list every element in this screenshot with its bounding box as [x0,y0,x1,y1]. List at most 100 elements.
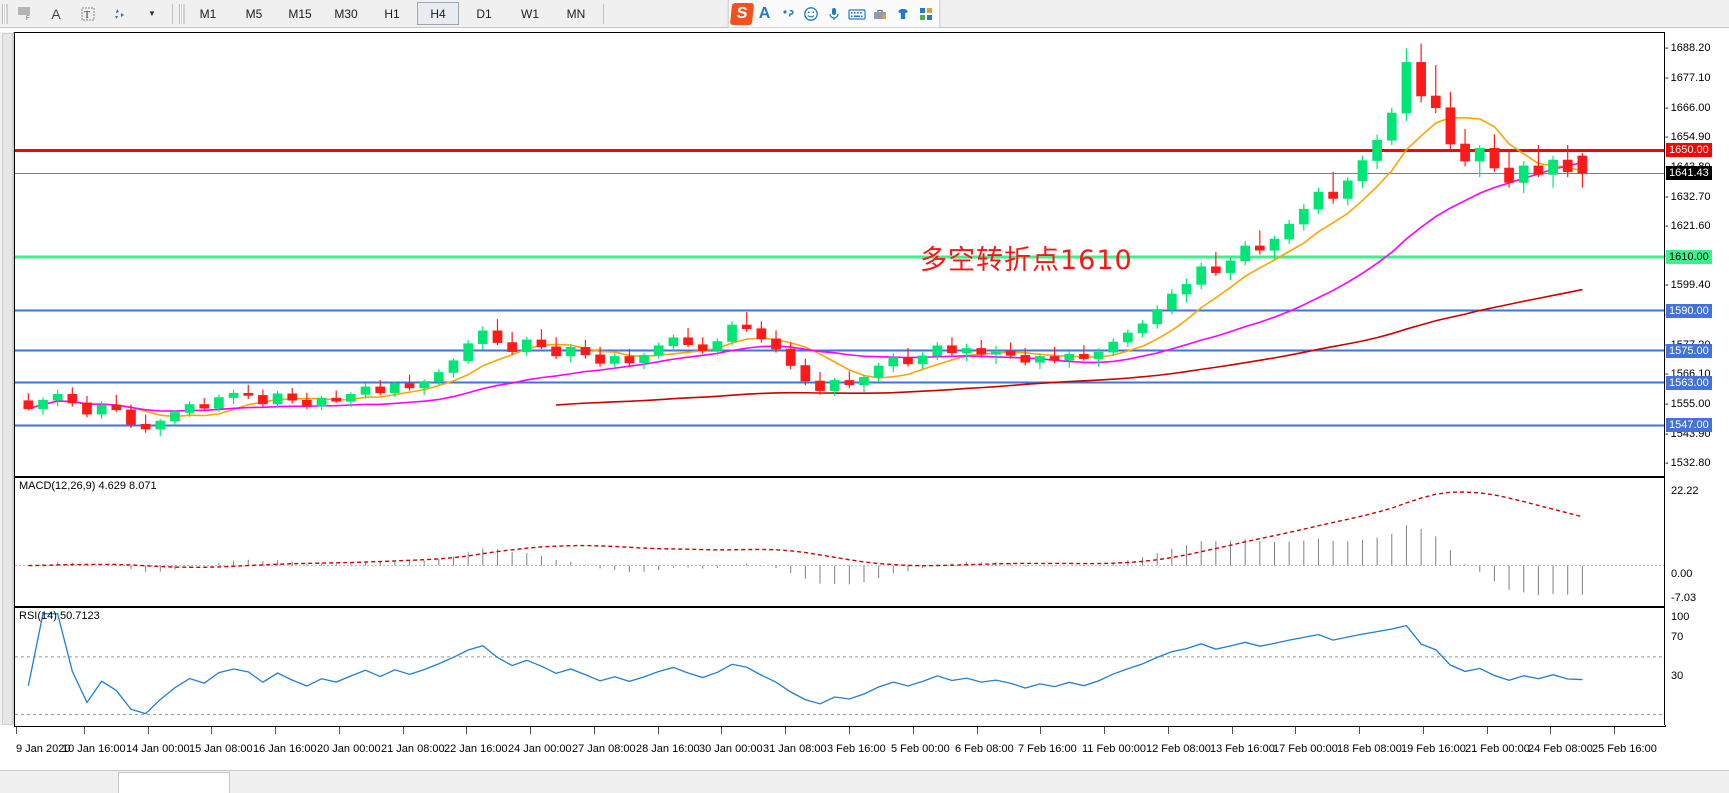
time-tick [1040,727,1041,734]
time-tick [1359,727,1360,734]
macd-pane[interactable]: MACD(12,26,9) 4.629 8.071 [14,477,1666,607]
macd-tick: 0.00 [1671,568,1693,580]
time-label: 15 Jan 08:00 [189,743,253,755]
time-tick [1487,727,1488,734]
time-label: 24 Jan 00:00 [508,743,572,755]
emoji-icon[interactable] [799,2,822,25]
svg-text:T: T [84,10,90,21]
toolbox-icon[interactable] [868,2,891,25]
price-tick: -1632.70 [1665,190,1711,203]
time-tick [1104,727,1105,734]
time-tick [1614,727,1615,734]
timeframe-h4[interactable]: H4 [417,2,459,25]
price-tick: -1666.00 [1665,101,1711,114]
time-tick [785,727,786,734]
macd-tick: -7.03 [1671,592,1697,604]
timeframe-grip[interactable] [179,3,185,24]
time-tick [849,727,850,734]
price-tick: -1677.10 [1665,72,1711,85]
menu-grid-icon[interactable] [914,2,937,25]
price-scale[interactable]: -1688.20-1677.10-1666.00-1654.90-1643.80… [1664,32,1729,725]
status-tab[interactable] [118,772,230,793]
price-chart-pane[interactable]: 多空转折点1610 [14,32,1666,477]
time-label: 30 Jan 00:00 [699,743,763,755]
price-tag-1575.00: 1575.00 [1666,343,1712,358]
time-tick [148,727,149,734]
time-tick [977,727,978,734]
rsi-tick: 30 [1671,670,1684,682]
vertical-scroll-thumb[interactable] [2,33,13,725]
price-tick: -1688.20 [1665,42,1711,55]
text-label-icon[interactable]: T [73,2,103,26]
time-label: 19 Feb 16:00 [1401,743,1466,755]
timeframe-w1[interactable]: W1 [521,6,539,21]
time-tick [1295,727,1296,734]
price-tag-1641.43: 1641.43 [1666,166,1712,181]
sogou-logo-icon[interactable]: S [729,2,755,25]
time-tick [1423,727,1424,734]
time-label: 10 Jan 16:00 [62,743,126,755]
timeframe-m30[interactable]: M30 [334,6,358,21]
time-label: 18 Feb 08:00 [1337,743,1402,755]
punctuation-icon[interactable] [776,2,799,25]
microphone-icon[interactable] [822,2,845,25]
vertical-scroll-rail[interactable] [0,32,14,725]
crosshair-f-icon[interactable]: F [9,2,39,26]
time-label: 16 Jan 16:00 [253,743,317,755]
price-tag-1650.00: 1650.00 [1666,143,1712,158]
time-label: 21 Jan 08:00 [381,743,445,755]
timeframe-m1[interactable]: M1 [199,6,217,21]
skin-icon[interactable] [891,2,914,25]
price-tick: -1654.90 [1665,131,1711,144]
time-scale[interactable]: 9 Jan 2020 10 Jan 16:00 14 Jan 00:00 15 Jan… [14,726,1664,767]
price-tag-1590.00: 1590.00 [1666,303,1712,318]
objects-icon[interactable] [105,2,135,26]
input-mode-a-icon[interactable]: A [758,4,771,22]
timeframe-m15[interactable]: M15 [288,6,312,21]
time-label: 13 Feb 16:00 [1210,743,1275,755]
time-label: 27 Jan 08:00 [572,743,636,755]
text-a-icon[interactable]: A [51,5,61,22]
time-tick [1232,727,1233,734]
time-label: 3 Feb 16:00 [827,743,886,755]
time-tick [466,727,467,734]
time-label: 11 Feb 00:00 [1082,743,1147,755]
time-label: 21 Feb 00:00 [1465,743,1530,755]
time-tick [913,727,914,734]
toolbar-separator-2 [603,3,604,24]
timeframe-group: M1 M5 M15 M30 H1 H4 D1 W1 MN [185,2,599,25]
macd-tick: 22.22 [1671,485,1699,497]
time-label: 7 Feb 16:00 [1018,743,1077,755]
dropdown-arrow-icon[interactable]: ▼ [148,9,156,18]
price-tick: -1599.40 [1665,279,1711,292]
time-tick [594,727,595,734]
price-tick: -1621.60 [1665,220,1711,233]
status-bar [0,770,1729,793]
time-tick [1168,727,1169,734]
time-label: 6 Feb 08:00 [955,743,1014,755]
toolbar-separator [172,3,173,24]
price-tag-1547.00: 1547.00 [1666,418,1712,433]
timeframe-d1[interactable]: D1 [476,6,492,21]
soft-keyboard-icon[interactable] [845,2,868,25]
time-label: 28 Jan 16:00 [636,743,700,755]
timeframe-m5[interactable]: M5 [245,6,263,21]
time-label: 17 Feb 00:00 [1273,743,1338,755]
time-label: 12 Feb 08:00 [1146,743,1211,755]
time-tick [211,727,212,734]
time-tick [658,727,659,734]
rsi-tick: 100 [1671,611,1690,623]
time-tick [275,727,276,734]
time-label: 22 Jan 16:00 [444,743,508,755]
time-tick [16,727,17,734]
price-tick: -1532.80 [1665,457,1711,470]
rsi-pane[interactable]: RSI(14) 50.7123 [14,607,1666,727]
timeframe-mn[interactable]: MN [566,6,586,21]
time-tick [1550,727,1551,734]
price-tag-1563.00: 1563.00 [1666,375,1712,390]
time-tick [721,727,722,734]
macd-label: MACD(12,26,9) 4.629 8.071 [19,480,157,492]
toolbar-grip[interactable] [2,3,8,24]
timeframe-h1[interactable]: H1 [384,6,400,21]
rsi-canvas [15,613,1665,715]
